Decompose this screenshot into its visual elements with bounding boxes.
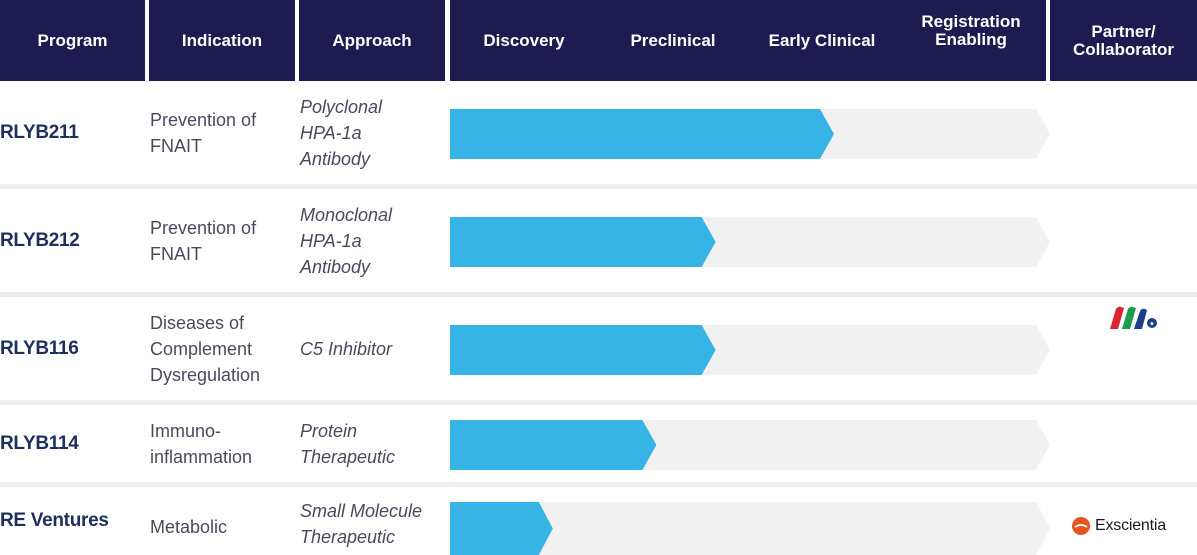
- exscientia-logo-icon: [1072, 517, 1090, 535]
- header-indication-label: Indication: [181, 30, 263, 50]
- program-label: RLYB212: [0, 229, 80, 251]
- approach-text: C5 Inhibitor: [300, 297, 445, 400]
- header-partner-label: Partner/ Collaborator: [1072, 21, 1175, 59]
- progress-bar-rlyb114: [450, 420, 657, 470]
- program-name: RE Ventures: [0, 487, 109, 555]
- program-name: RLYB212: [0, 189, 80, 292]
- progress-bar-rlyb116: [450, 325, 716, 375]
- approach-label: Monoclonal HPA-1a Antibody: [300, 204, 393, 277]
- approach-text: Polyclonal HPA-1a Antibody: [300, 81, 410, 184]
- program-label: RE Ventures: [0, 510, 109, 531]
- indication-label: Prevention of FNAIT: [150, 109, 257, 156]
- exscientia-logo: Exscientia: [1071, 516, 1166, 536]
- bar-track: [450, 502, 1050, 555]
- program-name: RLYB114: [0, 405, 79, 482]
- stage-preclinical: Preclinical: [598, 0, 748, 81]
- approach-label: C5 Inhibitor: [300, 338, 393, 359]
- program-name: RLYB116: [0, 297, 79, 400]
- approach-label: Polyclonal HPA-1a Antibody: [300, 96, 383, 169]
- svg-text:★: ★: [1149, 321, 1154, 328]
- header-indication: Indication: [149, 0, 295, 81]
- indication-text: Immuno-inflammation: [150, 405, 280, 482]
- stage-discovery-label: Discovery: [483, 30, 565, 50]
- row-separator: [0, 400, 1197, 405]
- approach-text: Protein Therapeutic: [300, 405, 420, 482]
- header-program-label: Program: [37, 30, 108, 50]
- program-name: RLYB211: [0, 81, 79, 184]
- program-label: RLYB116: [0, 337, 79, 359]
- indication-label: Immuno-inflammation: [150, 420, 253, 467]
- header-partner: Partner/ Collaborator: [1050, 0, 1197, 81]
- program-label: RLYB211: [0, 121, 79, 143]
- row-separator: [0, 184, 1197, 189]
- stage-discovery: Discovery: [450, 0, 598, 81]
- stage-registration-enabling-label: Registration Enabling: [921, 11, 1021, 49]
- indication-label: Diseases of Complement Dysregulation: [150, 312, 261, 385]
- progress-bar-re-ventures: [450, 502, 553, 555]
- approach-label: Small Molecule Therapeutic: [300, 501, 423, 547]
- stage-early-clinical-label: Early Clinical: [768, 30, 876, 50]
- indication-text: Metabolic: [150, 487, 290, 555]
- indication-label: Metabolic: [150, 517, 228, 537]
- program-label: RLYB114: [0, 432, 79, 454]
- partner-logo-icon: ★: [1110, 306, 1157, 329]
- header-stages: [450, 0, 1046, 81]
- progress-bar-rlyb212: [450, 217, 716, 267]
- header-approach-label: Approach: [332, 30, 412, 50]
- row-separator: [0, 292, 1197, 297]
- row-separator: [0, 482, 1197, 487]
- indication-text: Diseases of Complement Dysregulation: [150, 297, 285, 400]
- indication-text: Prevention of FNAIT: [150, 189, 290, 292]
- approach-text: Monoclonal HPA-1a Antibody: [300, 189, 415, 292]
- exscientia-logo-text: Exscientia: [1095, 517, 1166, 534]
- header-program: Program: [0, 0, 145, 81]
- stage-registration-enabling: Registration Enabling: [896, 0, 1046, 71]
- approach-label: Protein Therapeutic: [300, 420, 396, 467]
- stage-preclinical-label: Preclinical: [630, 30, 716, 50]
- indication-text: Prevention of FNAIT: [150, 81, 290, 184]
- progress-bar-rlyb211: [450, 109, 834, 159]
- indication-label: Prevention of FNAIT: [150, 217, 257, 264]
- approach-text: Small Molecule Therapeutic: [300, 498, 445, 555]
- header-approach: Approach: [299, 0, 445, 81]
- stage-early-clinical: Early Clinical: [748, 0, 896, 81]
